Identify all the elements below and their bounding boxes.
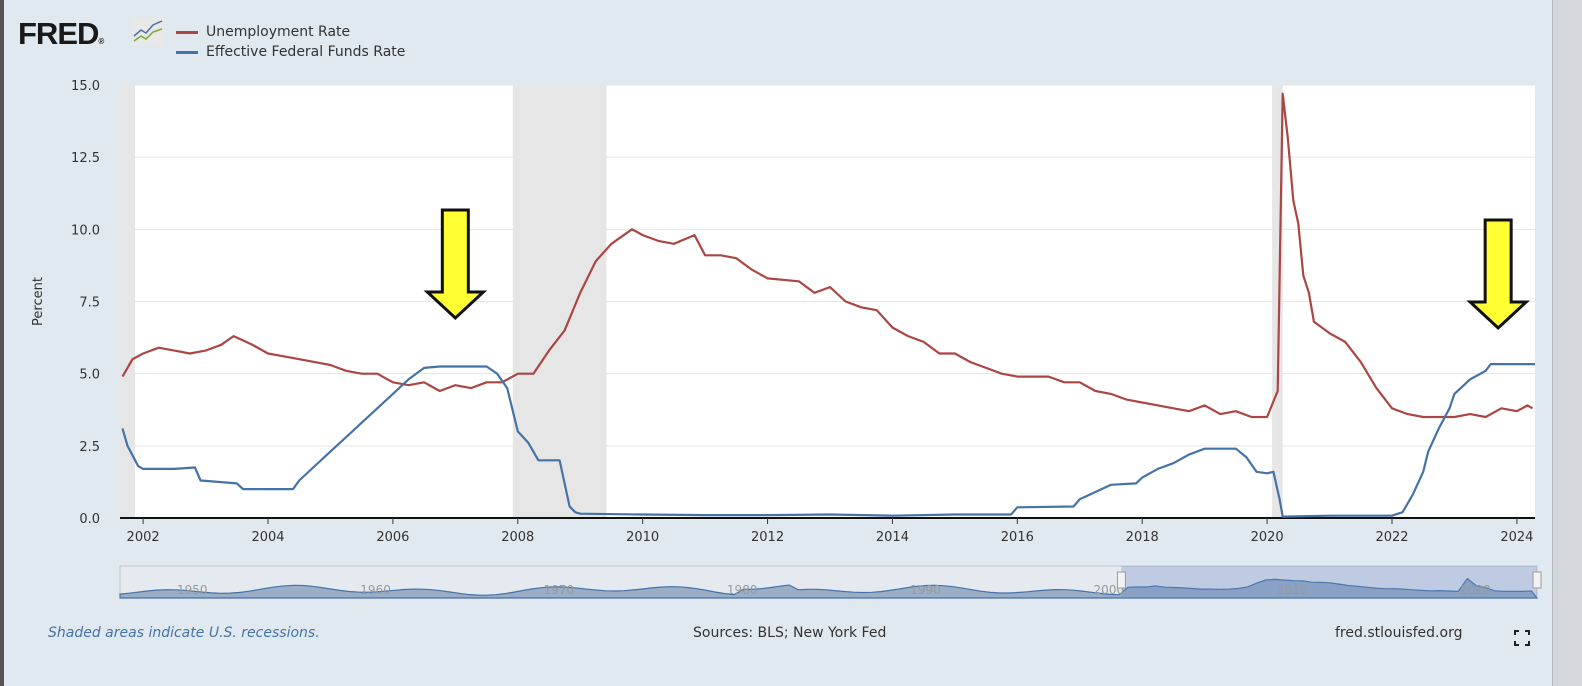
navigator-label: 2000 [1094,583,1125,597]
navigator-label: 1980 [727,583,758,597]
fred-logo[interactable]: FRED® [18,16,104,51]
y-tick-label: 15.0 [71,79,100,94]
x-tick-label: 2018 [1126,530,1159,545]
x-tick-label: 2024 [1500,530,1533,545]
site-link[interactable]: fred.stlouisfed.org [1335,625,1463,641]
legend-swatch [176,30,198,34]
x-tick-label: 2008 [501,530,534,545]
x-tick-label: 2016 [1001,530,1034,545]
arrow-annotation [423,208,488,321]
navigator-label: 1990 [910,583,941,597]
chart: 0.0 2.5 5.0 7.5 10.0 12.5 15.0 Percent 2002 2004 2… [31,79,1542,599]
series-line-unemployment-rate [121,92,1534,419]
scrollbar[interactable] [1552,0,1582,686]
legend-item-unemployment[interactable]: Unemployment Rate [176,24,350,40]
x-tick-label: 2006 [376,530,409,545]
navigator-label: 2020 [1460,583,1491,597]
legend-label: Unemployment Rate [206,24,351,40]
x-tick-label: 2002 [127,530,160,545]
x-tick-label: 2010 [626,530,659,545]
x-tick-label: 2014 [876,530,909,545]
navigator-handle[interactable] [1532,571,1542,589]
series-line-effective-federal-funds-rate [121,363,1535,518]
navigator-label: 1950 [177,583,208,597]
chart-logo-icon [132,18,164,46]
fullscreen-icon[interactable] [1512,628,1532,648]
legend-label: Effective Federal Funds Rate [206,44,406,60]
x-tick-label: 2004 [251,530,284,545]
navigator-label: 2010 [1277,583,1308,597]
y-tick-label: 2.5 [79,440,100,455]
y-tick-label: 7.5 [79,296,100,311]
legend-item-fed-funds[interactable]: Effective Federal Funds Rate [176,44,405,60]
arrow-annotation [1466,218,1530,331]
y-axis-label: Percent [31,277,46,326]
navigator-handle[interactable] [1116,571,1126,589]
y-tick-label: 0.0 [79,512,100,527]
sources-text: Sources: BLS; New York Fed [693,625,887,641]
navigator-label: 1970 [544,583,575,597]
y-tick-label: 10.0 [71,223,100,238]
x-tick-label: 2012 [751,530,784,545]
recession-note: Shaded areas indicate U.S. recessions. [48,625,320,641]
navigator-selection [1121,566,1537,598]
navigator-series [119,577,1539,599]
x-tick-label: 2020 [1251,530,1284,545]
legend-swatch [176,50,198,54]
window-border [0,0,4,686]
y-tick-label: 12.5 [71,151,100,166]
y-tick-label: 5.0 [79,368,100,383]
x-tick-label: 2022 [1375,530,1408,545]
navigator-label: 1960 [360,583,391,597]
